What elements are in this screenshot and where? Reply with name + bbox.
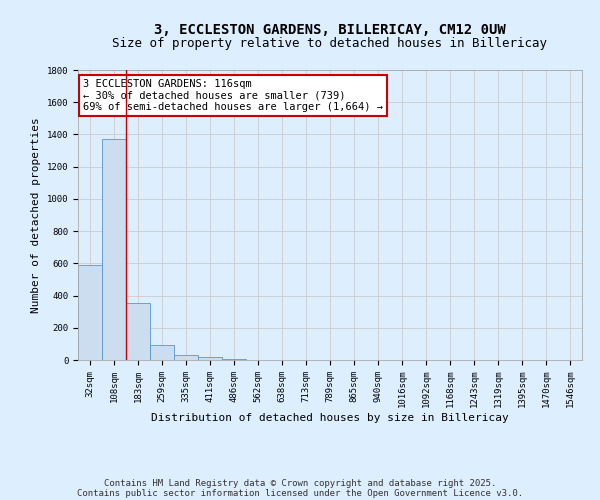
Bar [126,303,150,360]
Bar [222,359,246,360]
Bar [174,355,198,360]
Text: Contains HM Land Registry data © Crown copyright and database right 2025.: Contains HM Land Registry data © Crown c… [104,478,496,488]
Y-axis label: Number of detached properties: Number of detached properties [31,117,41,313]
Bar [150,345,174,360]
Bar [78,265,102,360]
Text: 3 ECCLESTON GARDENS: 116sqm
← 30% of detached houses are smaller (739)
69% of se: 3 ECCLESTON GARDENS: 116sqm ← 30% of det… [83,78,383,112]
X-axis label: Distribution of detached houses by size in Billericay: Distribution of detached houses by size … [151,413,509,423]
Bar [102,140,126,360]
Text: Size of property relative to detached houses in Billericay: Size of property relative to detached ho… [113,38,548,51]
Bar [198,357,222,360]
Text: Contains public sector information licensed under the Open Government Licence v3: Contains public sector information licen… [77,488,523,498]
Text: 3, ECCLESTON GARDENS, BILLERICAY, CM12 0UW: 3, ECCLESTON GARDENS, BILLERICAY, CM12 0… [154,22,506,36]
